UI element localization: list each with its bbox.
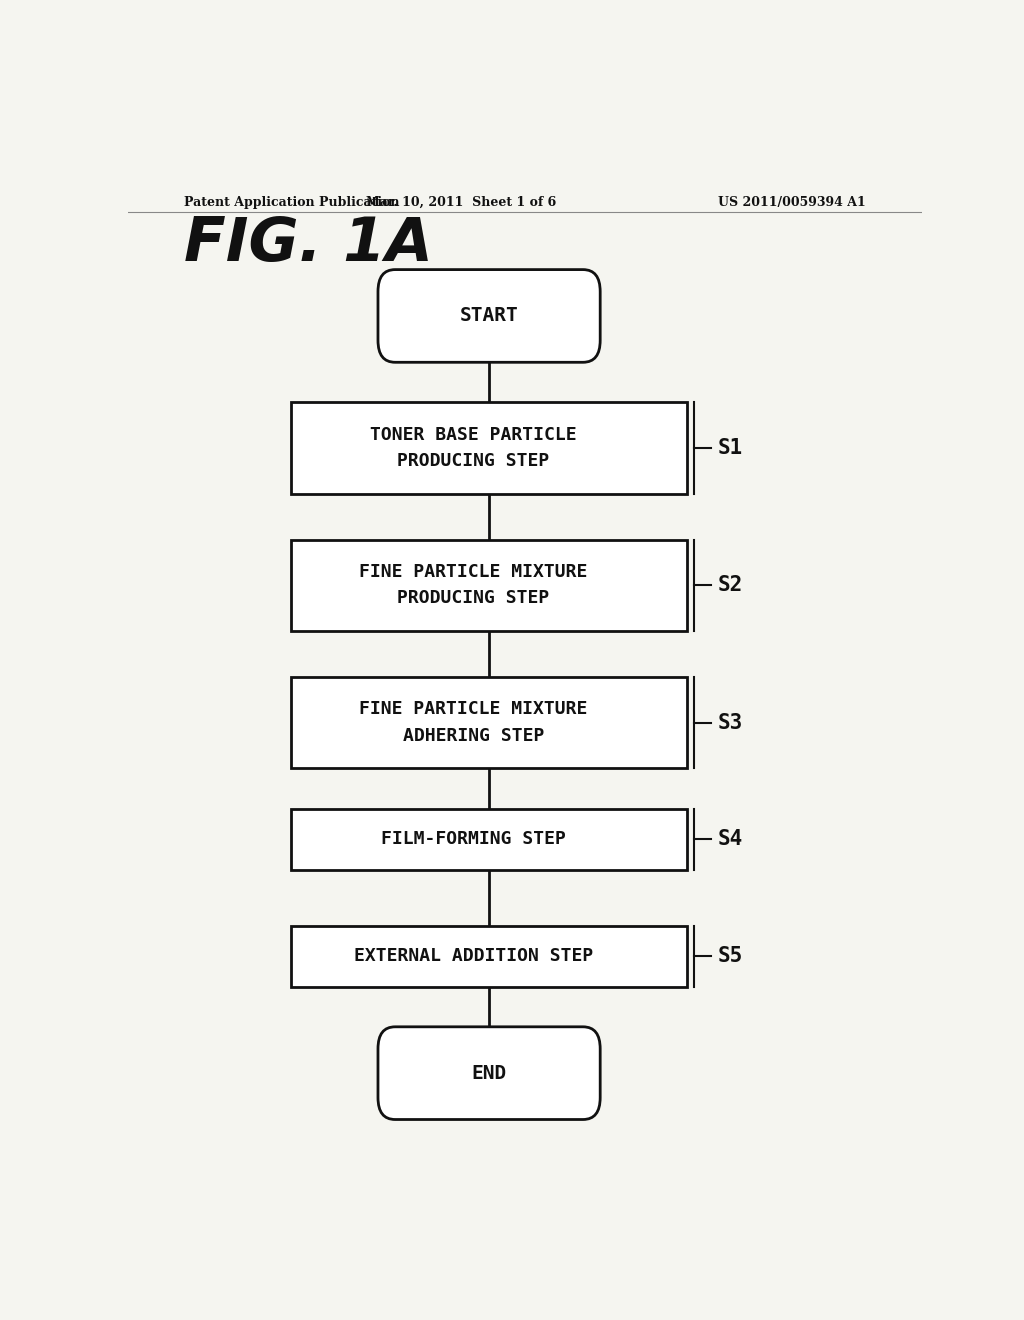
Bar <box>291 540 687 631</box>
Text: FINE PARTICLE MIXTURE
PRODUCING STEP: FINE PARTICLE MIXTURE PRODUCING STEP <box>359 564 588 607</box>
Bar <box>291 925 687 987</box>
Text: US 2011/0059394 A1: US 2011/0059394 A1 <box>718 195 866 209</box>
Text: S2: S2 <box>718 576 742 595</box>
Bar <box>291 677 687 768</box>
Text: END: END <box>471 1064 507 1082</box>
Text: TONER BASE PARTICLE
PRODUCING STEP: TONER BASE PARTICLE PRODUCING STEP <box>370 426 577 470</box>
Text: Patent Application Publication: Patent Application Publication <box>183 195 399 209</box>
Text: S5: S5 <box>718 946 742 966</box>
Text: Mar. 10, 2011  Sheet 1 of 6: Mar. 10, 2011 Sheet 1 of 6 <box>367 195 556 209</box>
Text: FILM-FORMING STEP: FILM-FORMING STEP <box>381 830 565 849</box>
Text: FIG. 1A: FIG. 1A <box>183 215 432 275</box>
Text: FINE PARTICLE MIXTURE
ADHERING STEP: FINE PARTICLE MIXTURE ADHERING STEP <box>359 701 588 744</box>
Text: START: START <box>460 306 518 326</box>
Text: S4: S4 <box>718 829 742 849</box>
Bar <box>291 403 687 494</box>
Text: EXTERNAL ADDITION STEP: EXTERNAL ADDITION STEP <box>353 948 593 965</box>
Text: S1: S1 <box>718 438 742 458</box>
FancyBboxPatch shape <box>378 269 600 362</box>
FancyBboxPatch shape <box>378 1027 600 1119</box>
Text: S3: S3 <box>718 713 742 733</box>
Bar <box>291 809 687 870</box>
